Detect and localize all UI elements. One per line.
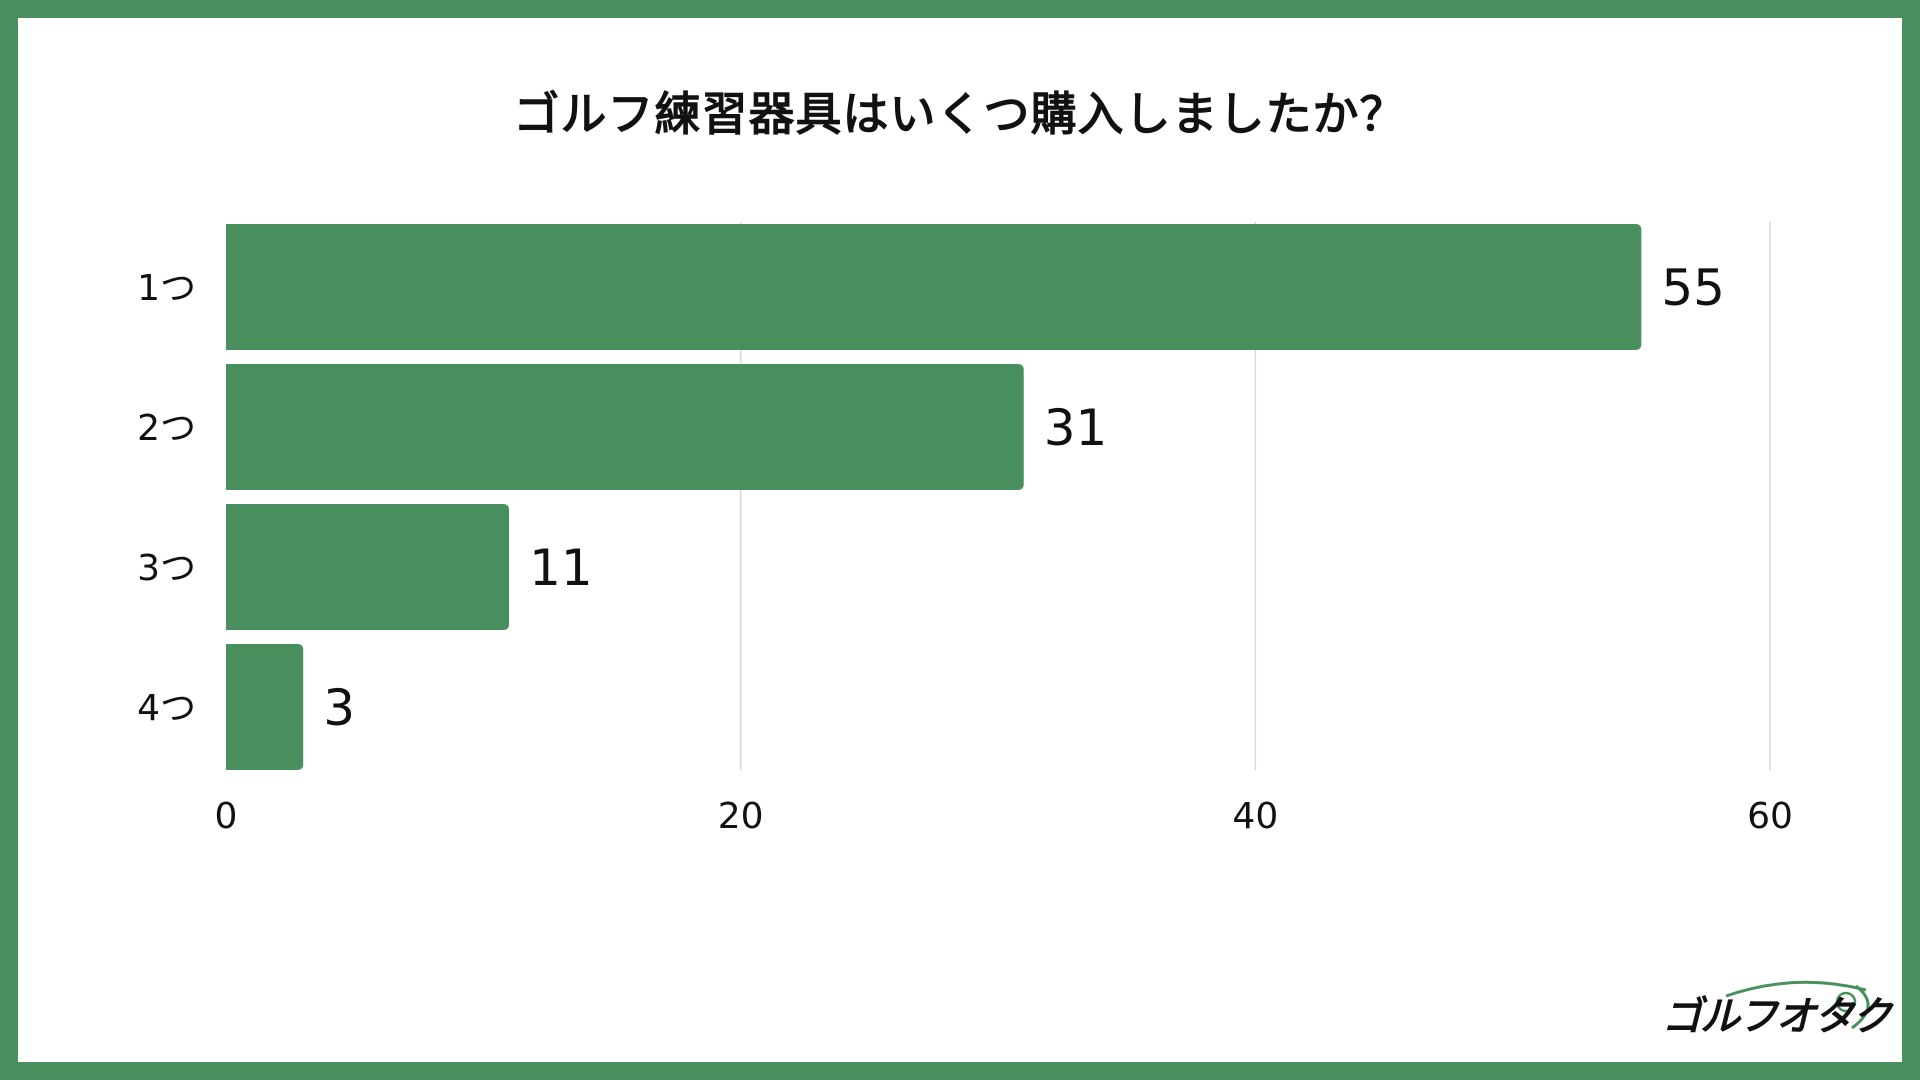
- x-axis-ticks: 0 20 40 60: [215, 796, 1793, 837]
- category-label-1: 1つ: [137, 268, 196, 309]
- data-label-3: 11: [529, 539, 593, 597]
- category-label-3: 3つ: [137, 548, 196, 589]
- data-label-4: 3: [323, 679, 355, 737]
- x-tick-label-0: 0: [215, 796, 238, 837]
- chart-title: ゴルフ練習器具はいくつ購入しましたか？: [513, 87, 1407, 141]
- data-label-1: 55: [1661, 259, 1725, 317]
- x-tick-label-20: 20: [718, 796, 764, 837]
- x-tick-label-40: 40: [1232, 796, 1278, 837]
- bar-2: [226, 364, 1024, 490]
- brand-logo: ゴルフオタク: [1656, 976, 1892, 1046]
- bars: [226, 224, 1642, 770]
- category-labels: 1つ 2つ 3つ 4つ: [137, 268, 196, 729]
- data-labels: 55 31 11 3: [323, 259, 1725, 737]
- bar-4: [226, 644, 304, 770]
- golf-swoosh-icon: [1725, 980, 1870, 1030]
- data-label-2: 31: [1044, 399, 1108, 457]
- bar-1: [226, 224, 1642, 350]
- category-label-4: 4つ: [137, 688, 196, 729]
- category-label-2: 2つ: [137, 408, 196, 449]
- x-tick-label-60: 60: [1747, 796, 1793, 837]
- bar-3: [226, 504, 510, 630]
- logo-text: ゴルフオタク: [1662, 994, 1892, 1040]
